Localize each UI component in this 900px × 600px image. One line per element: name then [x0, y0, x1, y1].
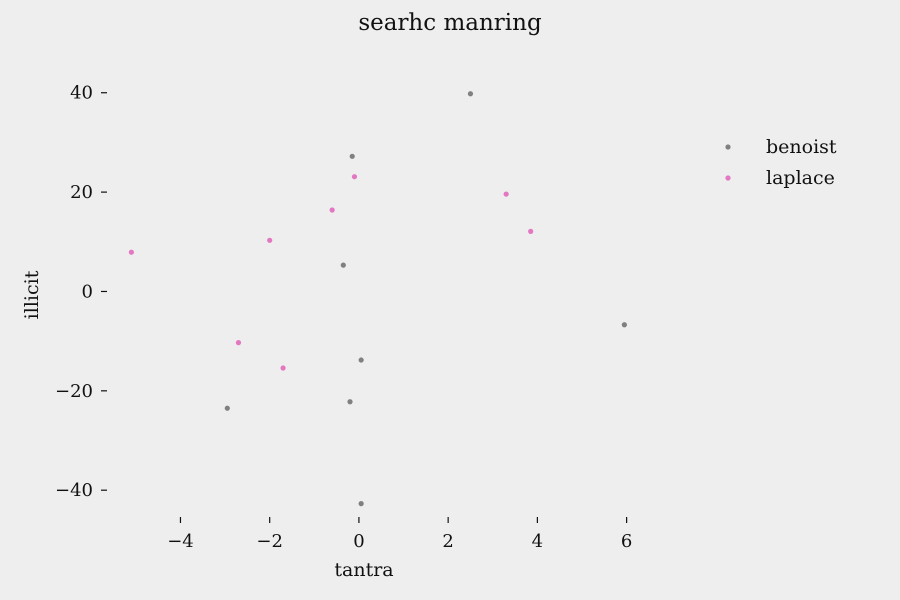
legend-marker — [725, 144, 731, 150]
data-point — [358, 501, 364, 507]
x-axis-title: tantra — [334, 559, 393, 581]
x-tick-label: −4 — [167, 531, 194, 552]
x-tick-label: 2 — [442, 531, 453, 552]
data-point — [358, 357, 364, 363]
x-axis: −4 −2 0 2 4 6 — [167, 517, 632, 552]
legend-label: laplace — [766, 167, 835, 189]
y-tick-label: −20 — [55, 381, 93, 402]
plot-area — [128, 91, 627, 507]
data-point — [224, 405, 230, 411]
legend-label: benoist — [766, 136, 837, 158]
chart-title: searhc manring — [358, 10, 542, 36]
series-benoist — [224, 91, 627, 507]
y-axis-title: illicit — [21, 270, 43, 319]
data-point — [128, 249, 134, 255]
series-laplace — [128, 174, 534, 371]
data-point — [528, 228, 534, 234]
data-point — [280, 365, 286, 371]
data-point — [340, 262, 346, 268]
data-point — [235, 340, 242, 346]
data-point — [503, 191, 509, 197]
y-tick-label: 0 — [82, 281, 93, 302]
y-tick-label: −40 — [55, 480, 93, 501]
legend: benoist laplace — [725, 136, 837, 189]
y-tick-label: 40 — [70, 83, 93, 104]
x-tick-label: 0 — [353, 531, 364, 552]
data-point — [467, 91, 474, 97]
x-tick-label: 6 — [621, 531, 632, 552]
x-tick-label: −2 — [256, 531, 283, 552]
legend-marker — [725, 175, 731, 181]
y-axis: −40 −20 0 20 40 — [55, 83, 107, 501]
data-point — [347, 399, 353, 405]
data-point — [349, 153, 355, 159]
data-point — [621, 322, 627, 328]
data-point — [351, 174, 358, 180]
data-point — [329, 207, 335, 213]
y-tick-label: 20 — [70, 182, 93, 203]
x-tick-label: 4 — [532, 531, 543, 552]
data-point — [267, 237, 273, 243]
